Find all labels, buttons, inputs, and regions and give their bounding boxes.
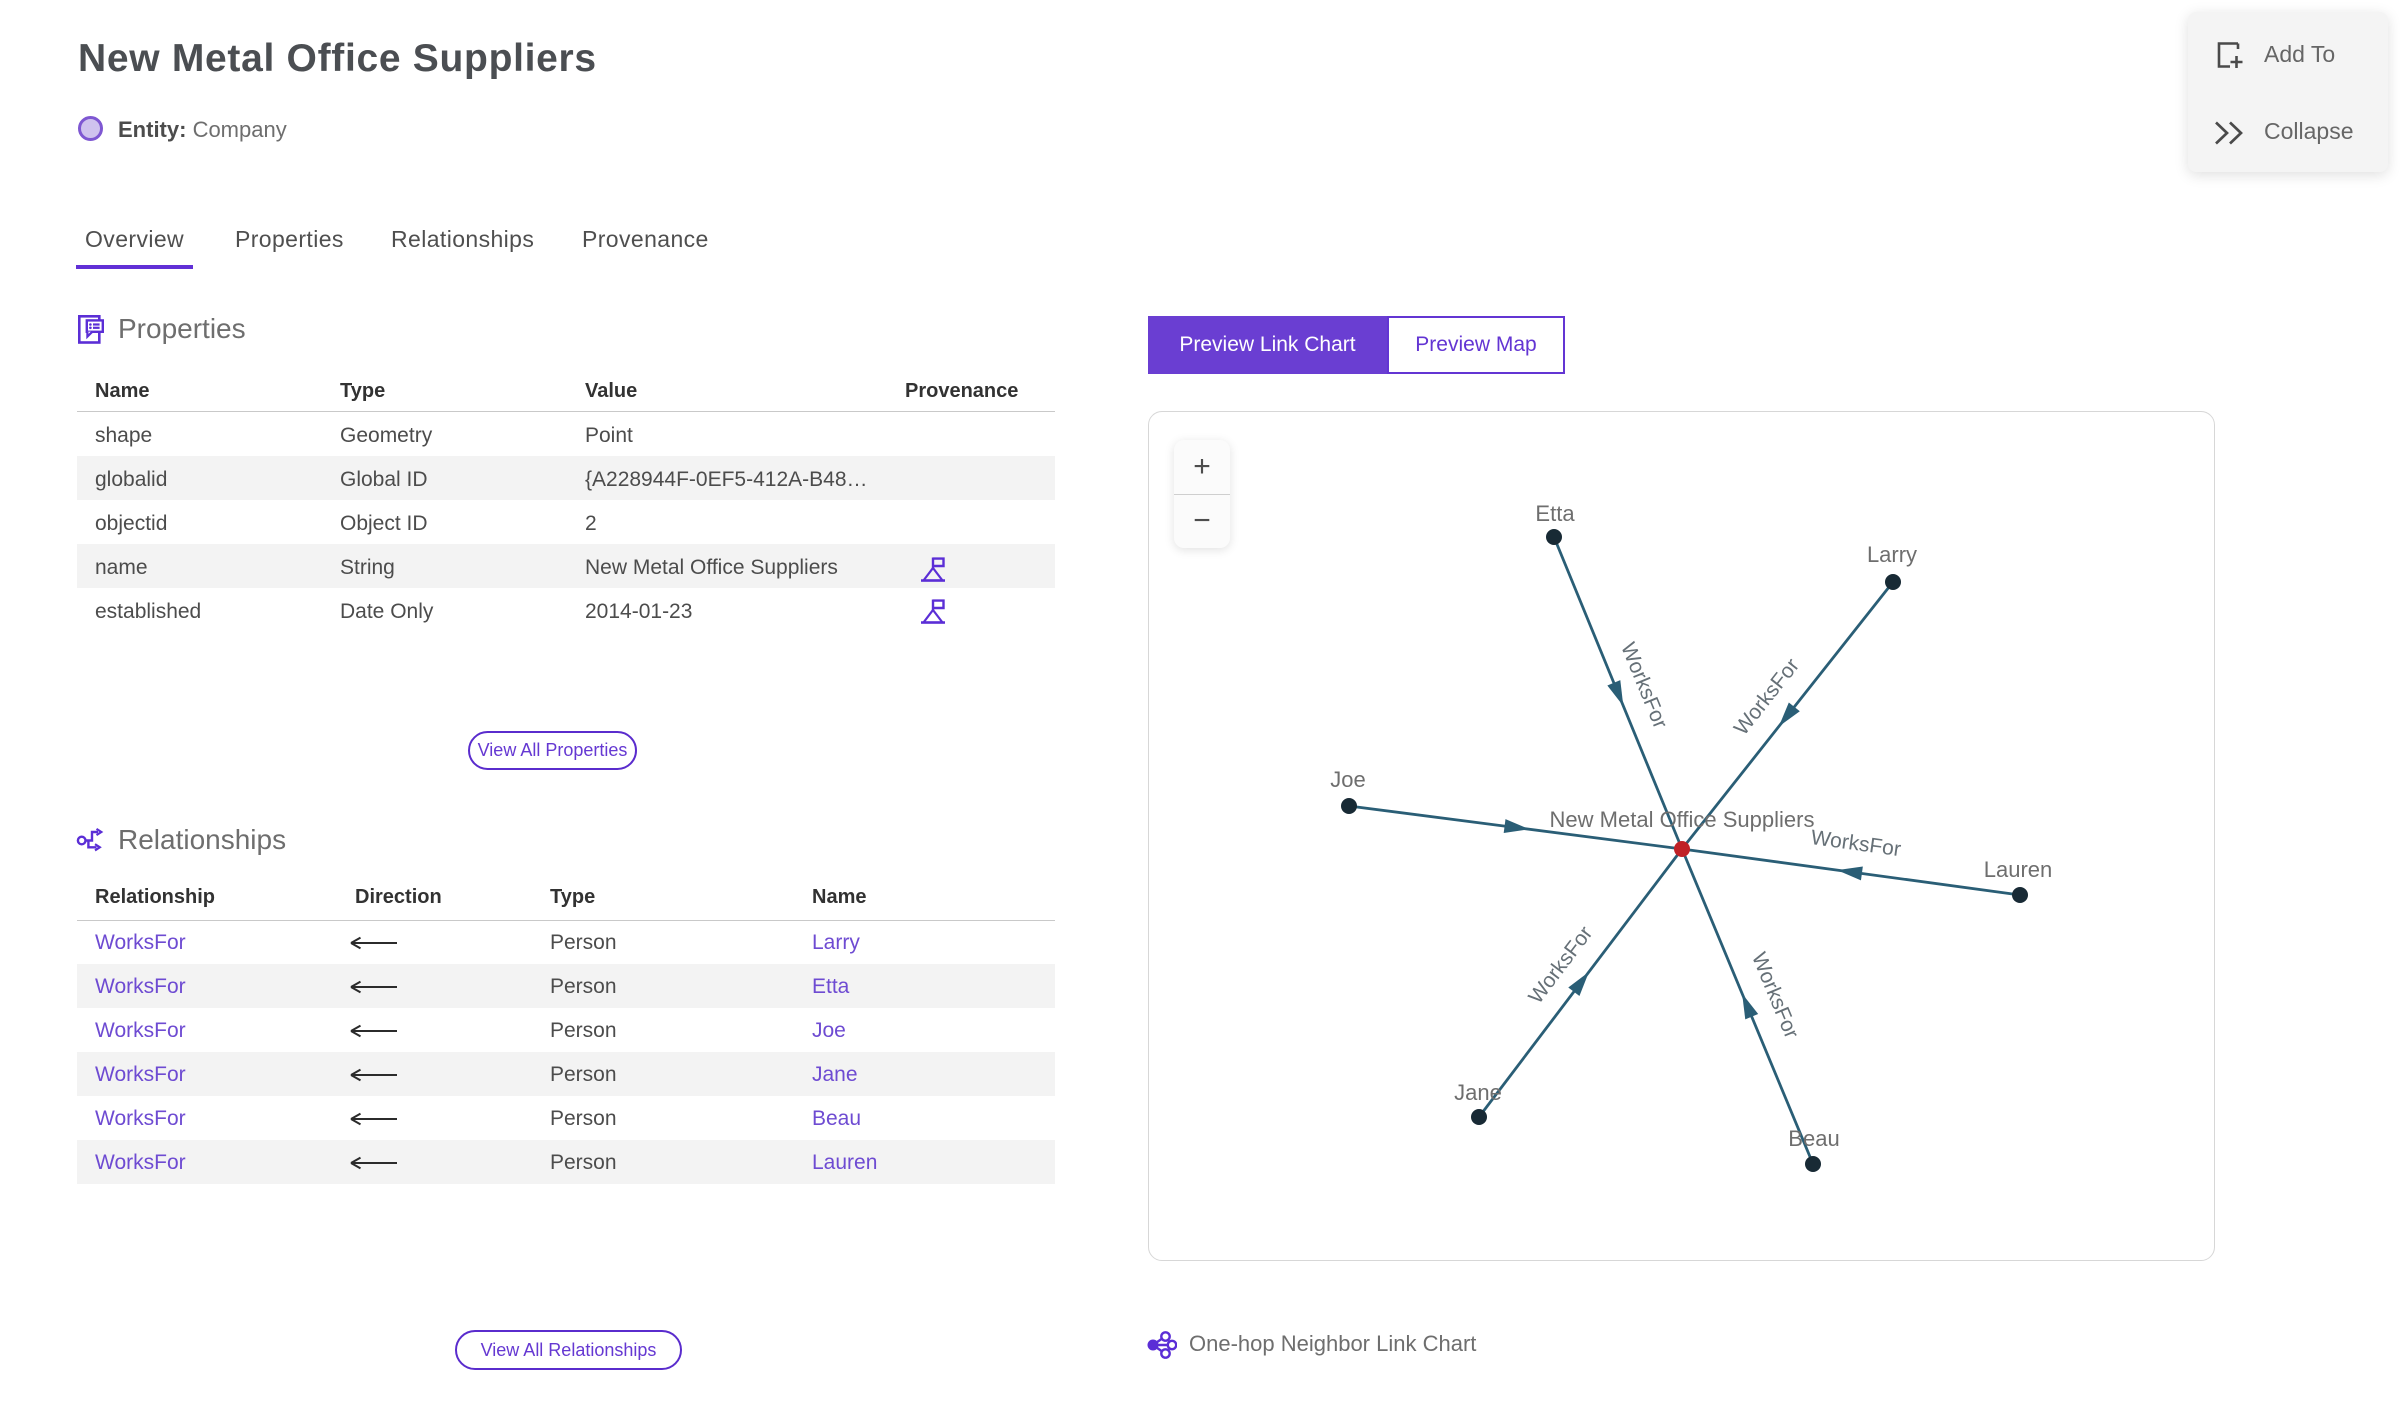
svg-text:Beau: Beau: [1788, 1126, 1839, 1151]
svg-text:WorksFor: WorksFor: [1809, 826, 1902, 861]
svg-text:Larry: Larry: [1867, 542, 1917, 567]
svg-text:WorksFor: WorksFor: [1616, 639, 1672, 732]
svg-text:Lauren: Lauren: [1984, 857, 2053, 882]
svg-text:Joe: Joe: [1330, 767, 1365, 792]
svg-text:WorksFor: WorksFor: [1730, 654, 1804, 739]
svg-text:WorksFor: WorksFor: [1524, 922, 1597, 1008]
svg-text:Etta: Etta: [1535, 501, 1575, 526]
svg-text:Jane: Jane: [1454, 1080, 1502, 1105]
svg-text:New Metal Office Suppliers: New Metal Office Suppliers: [1550, 807, 1815, 832]
